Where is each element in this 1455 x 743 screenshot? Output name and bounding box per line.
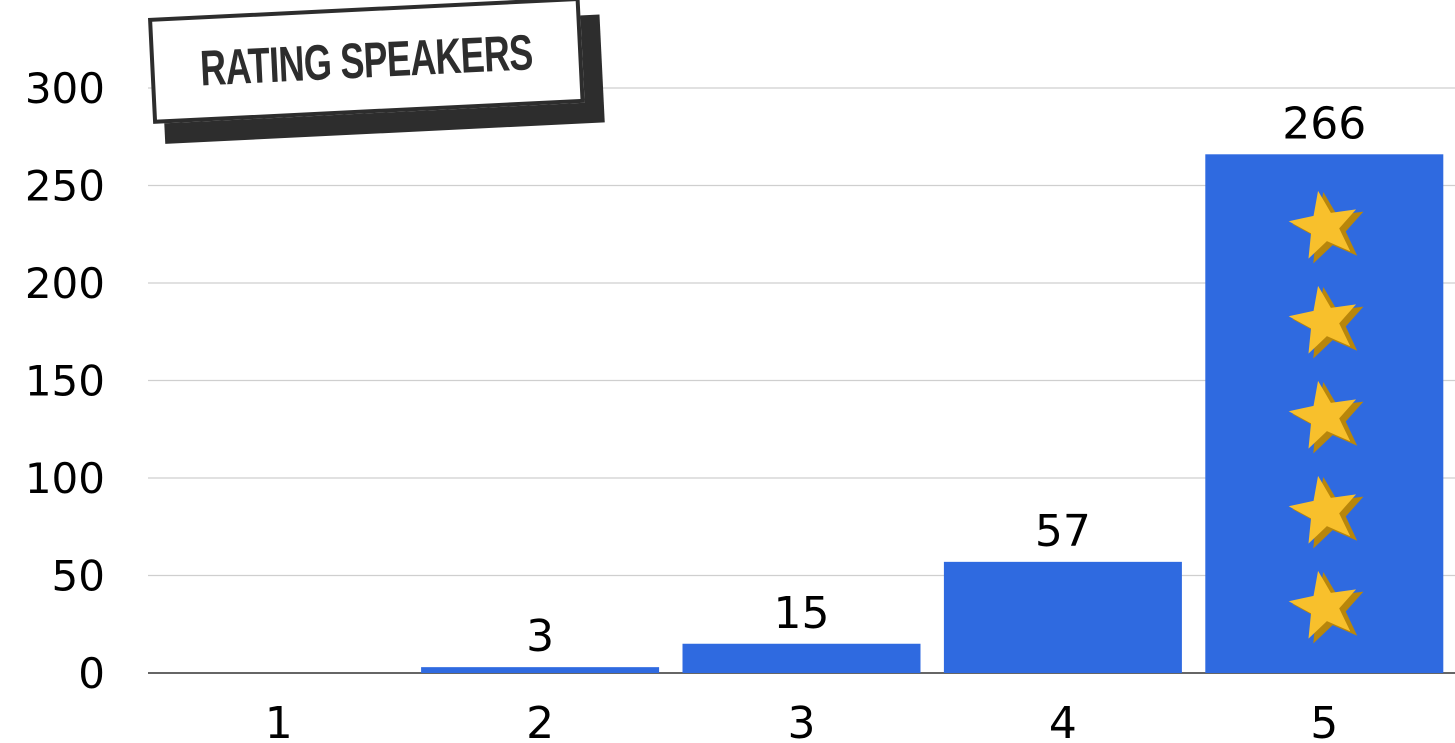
- data-labels: 3 15 57 266: [526, 98, 1366, 662]
- y-tick-label: 250: [25, 162, 105, 211]
- y-tick-label: 300: [25, 64, 105, 113]
- star-icon: [1288, 570, 1364, 644]
- star-icon: [1288, 380, 1364, 454]
- x-tick-label: 2: [526, 698, 554, 743]
- x-axis-ticks: 1 2 3 4 5: [265, 698, 1339, 743]
- chart-title-badge: RATING SPEAKERS: [148, 0, 605, 144]
- star-decorations: [1288, 190, 1364, 644]
- y-tick-label: 150: [25, 357, 105, 406]
- title-box: RATING SPEAKERS: [148, 0, 585, 124]
- bar-rating-2: [421, 667, 660, 673]
- x-tick-label: 5: [1310, 698, 1338, 743]
- chart-title: RATING SPEAKERS: [198, 24, 534, 97]
- bars: [421, 154, 1444, 674]
- data-label-2: 3: [526, 611, 554, 662]
- data-label-4: 57: [1035, 506, 1091, 557]
- x-tick-label: 4: [1049, 698, 1077, 743]
- data-label-3: 15: [774, 588, 830, 639]
- y-tick-label: 100: [25, 454, 105, 503]
- y-axis-ticks: 0 50 100 150 200 250 300: [25, 64, 105, 698]
- y-tick-label: 0: [78, 649, 105, 698]
- data-label-5: 266: [1282, 98, 1366, 149]
- star-icon: [1288, 285, 1364, 359]
- star-icon: [1288, 475, 1364, 549]
- y-tick-label: 50: [52, 552, 105, 601]
- star-icon: [1288, 190, 1364, 264]
- x-tick-label: 3: [788, 698, 816, 743]
- bar-rating-4: [943, 561, 1182, 673]
- bar-rating-3: [682, 643, 921, 673]
- x-tick-label: 1: [265, 698, 293, 743]
- y-tick-label: 200: [25, 259, 105, 308]
